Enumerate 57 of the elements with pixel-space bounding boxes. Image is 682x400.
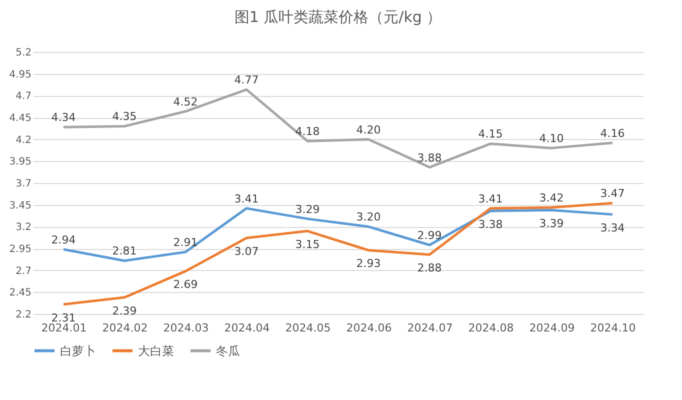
y-tick-label: 4.2 bbox=[16, 134, 32, 146]
text: 2.93 bbox=[356, 257, 381, 270]
text: 4.20 bbox=[356, 123, 381, 136]
y-tick-label: 3.45 bbox=[9, 200, 32, 212]
y-tick-label: 2.7 bbox=[16, 266, 32, 277]
text: 3.41 bbox=[478, 192, 503, 206]
text: 2.91 bbox=[173, 236, 198, 249]
text: 2.81 bbox=[112, 244, 137, 258]
x-tick-label: 2024.09 bbox=[529, 322, 575, 334]
x-tick-label: 2024.10 bbox=[590, 322, 636, 334]
text: 3.07 bbox=[234, 245, 259, 258]
y-tick-label: 4.95 bbox=[9, 69, 32, 80]
y-tick-label: 5.2 bbox=[16, 48, 32, 58]
text: 3.20 bbox=[356, 210, 381, 224]
text: 3.47 bbox=[600, 187, 625, 200]
text: 2.31 bbox=[51, 311, 76, 324]
text: 3.88 bbox=[417, 151, 442, 164]
y-tick-label: 4.45 bbox=[9, 113, 32, 124]
y-tick-label: 4.7 bbox=[16, 91, 32, 102]
text: 3.42 bbox=[539, 191, 564, 204]
x-tick-label: 2024.08 bbox=[468, 322, 514, 334]
x-tick-label: 2024.07 bbox=[407, 322, 453, 334]
text: 2.69 bbox=[173, 278, 198, 292]
text: 4.52 bbox=[173, 95, 198, 108]
text: 2.99 bbox=[417, 229, 442, 242]
text: 4.10 bbox=[539, 132, 564, 146]
y-tick-label: 2.95 bbox=[9, 244, 32, 255]
text: 3.29 bbox=[295, 202, 320, 216]
x-tick-label: 2024.02 bbox=[102, 322, 148, 334]
x-tick-label: 2024.01 bbox=[41, 322, 87, 334]
y-tick-label: 3.2 bbox=[16, 222, 32, 234]
text: 3.39 bbox=[539, 217, 564, 230]
text: 2.88 bbox=[417, 262, 442, 275]
legend-label: 白萝卜 bbox=[60, 344, 96, 358]
y-tick-label: 3.95 bbox=[9, 156, 32, 168]
legend-label: 冬瓜 bbox=[216, 344, 240, 358]
text: 4.77 bbox=[234, 74, 259, 87]
legend-label: 大白菜 bbox=[138, 344, 174, 358]
text: 4.16 bbox=[600, 126, 625, 140]
text: 3.15 bbox=[295, 238, 320, 252]
chart-title: 图1 瓜叶类蔬菜价格（元/kg ） bbox=[234, 8, 442, 26]
x-tick-label: 2024.03 bbox=[163, 322, 209, 334]
text: 2.94 bbox=[51, 233, 76, 246]
x-tick-label: 2024.06 bbox=[346, 322, 392, 334]
text: 4.35 bbox=[112, 110, 137, 124]
y-tick-label: 2.45 bbox=[9, 288, 32, 299]
text: 3.41 bbox=[234, 192, 259, 206]
text: 4.18 bbox=[295, 125, 320, 138]
y-tick-label: 3.7 bbox=[16, 178, 32, 190]
text: 2.39 bbox=[112, 304, 137, 318]
text: 3.38 bbox=[478, 218, 503, 231]
x-tick-label: 2024.05 bbox=[285, 322, 331, 334]
x-tick-label: 2024.04 bbox=[224, 322, 270, 334]
y-tick-label: 2.2 bbox=[16, 310, 32, 320]
text: 4.15 bbox=[478, 128, 503, 141]
text: 3.34 bbox=[600, 221, 625, 234]
text: 4.34 bbox=[51, 111, 76, 124]
